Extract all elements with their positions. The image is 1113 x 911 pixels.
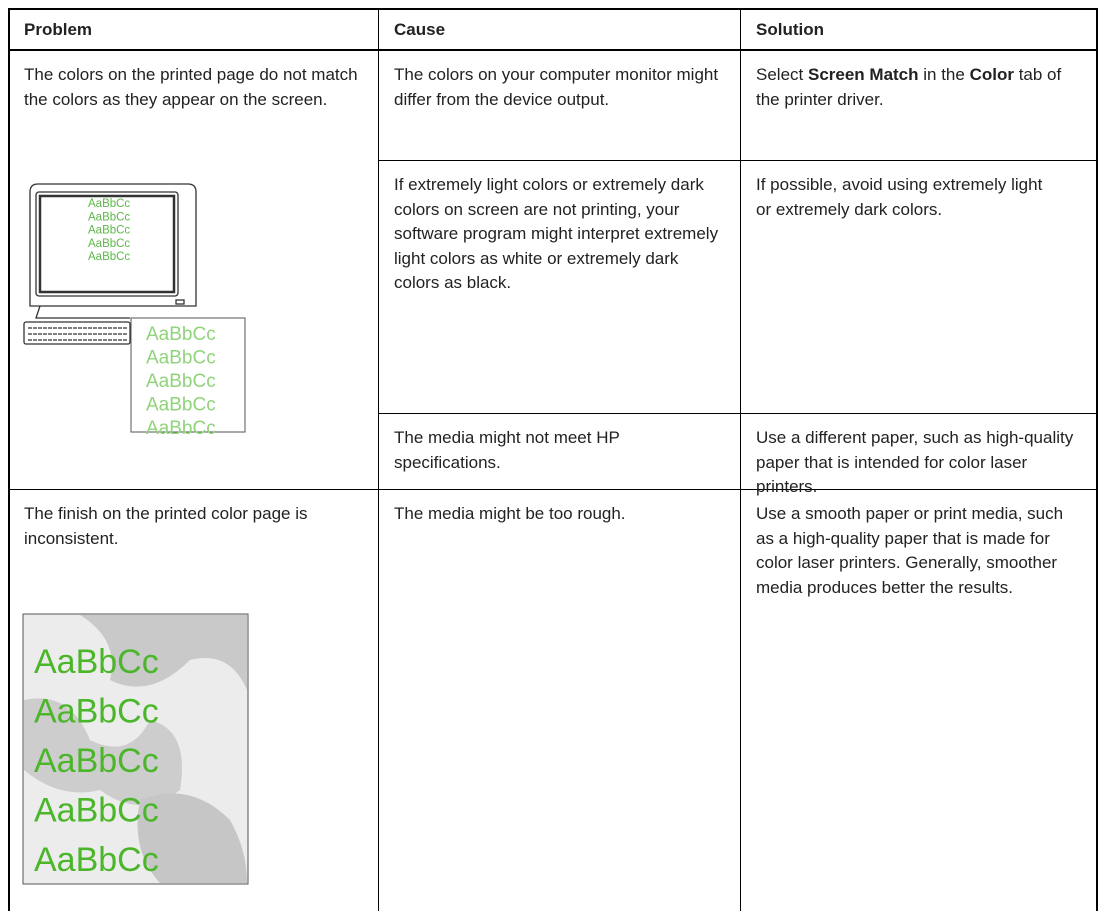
border [378,8,379,911]
sample-text: AaBbCc [146,418,216,439]
solution: Use a smooth paper or print media, such … [756,504,1064,597]
solution: Use a different paper, such as high-qual… [756,428,1074,496]
border [378,413,1098,414]
border [8,49,1098,51]
text: in the [918,65,970,84]
cause: If extremely light colors or extremely d… [394,175,719,292]
sample-text: AaBbCc [34,643,159,681]
problem: The finish on the printed color page is … [24,504,308,548]
border [8,8,10,911]
border [8,489,1098,490]
border [740,8,741,911]
sample-text: AaBbCc [88,198,130,210]
cause: The media might not meet HP specificatio… [394,428,620,472]
sample-text: AaBbCc [88,211,130,223]
mottled-page-illustration [22,613,249,885]
header-cell: Solution [756,20,824,39]
border [1096,8,1098,911]
border [8,8,1098,10]
sample-text: AaBbCc [34,693,159,731]
border [378,160,1098,161]
bold-text: Color [969,65,1014,84]
cause: The colors on your computer monitor migh… [394,65,719,109]
sample-text: AaBbCc [146,395,216,416]
sample-text: AaBbCc [88,238,130,250]
problem: The colors on the printed page do not ma… [24,65,358,109]
header-cell: Cause [394,20,446,39]
header-cell: Problem [24,20,93,39]
cause: The media might be too rough. [394,504,626,523]
monitor-illustration [23,183,246,433]
text: Select [756,65,808,84]
sample-text: AaBbCc [34,742,159,780]
solution: Select Screen Match in the Color tab of … [756,63,1086,112]
bold-text: Screen Match [807,65,919,84]
sample-text: AaBbCc [146,348,216,369]
sample-text: AaBbCc [34,792,159,830]
solution: If possible, avoid using extremely light… [756,175,1043,219]
sample-text: AaBbCc [88,225,130,237]
text: tab of the printer driver. [756,65,1062,109]
sample-text: AaBbCc [146,324,216,345]
sample-text: AaBbCc [146,371,216,392]
sample-text: AaBbCc [88,251,130,263]
sample-text: AaBbCc [34,841,159,879]
paper-text-group: AaBbCc AaBbCc AaBbCc AaBbCc AaBbCc [34,643,159,879]
